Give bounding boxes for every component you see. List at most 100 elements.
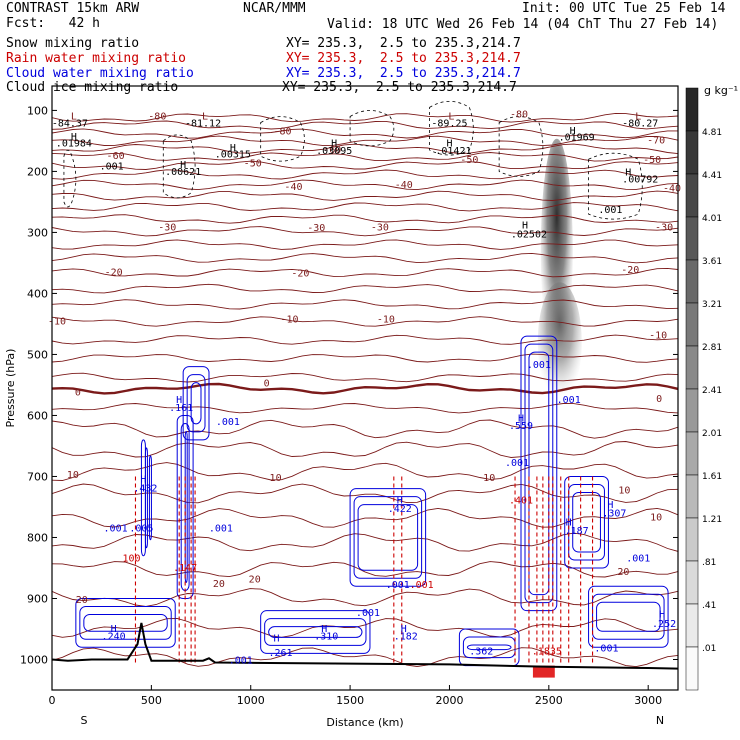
extremum-label: .001 (557, 395, 581, 406)
temperature-contour-label: -10 (649, 330, 667, 341)
temperature-contour (52, 252, 678, 264)
colorbar-swatch (685, 603, 699, 648)
temperature-contour-label: 20 (249, 574, 261, 585)
temperature-contour (52, 507, 678, 528)
cloud-water-contour (148, 455, 152, 541)
temperature-contour (52, 267, 678, 278)
cloud-water-contour (520, 335, 558, 612)
temperature-contour-label: -60 (323, 145, 341, 156)
colorbar-swatch (685, 216, 699, 261)
temperature-contour-label: 20 (213, 579, 225, 590)
x-tick-label: 3000 (634, 694, 662, 707)
colorbar-swatch (685, 130, 699, 175)
snow-contour (349, 110, 395, 147)
field-xy-cloud-water: XY= 235.3, 2.5 to 235.3,214.7 (286, 66, 521, 81)
x-tick-label: 2000 (435, 694, 463, 707)
extremum-label: .00315 (215, 150, 251, 161)
colorbar-tick-label: 1.61 (702, 472, 722, 482)
extremum-label: .01984 (56, 139, 92, 150)
direction-right-label: N (656, 714, 664, 727)
extremum-label: .001 (598, 205, 622, 216)
cloud-water-contour (79, 605, 172, 640)
colorbar-tick-label: 2.01 (702, 429, 722, 439)
temperature-contour-label: 10 (67, 470, 79, 481)
extremum-label: -81.12 (185, 119, 221, 130)
colorbar-tick-label: .81 (702, 558, 716, 568)
colorbar-tick-label: 4.41 (702, 171, 722, 181)
extremum-label: L (71, 111, 77, 122)
temperature-contour-label: -50 (460, 155, 478, 166)
temperature-contour (52, 532, 678, 552)
temperature-contour (52, 190, 678, 201)
y-tick-label: 500 (27, 348, 48, 361)
temperature-contour (52, 299, 678, 310)
cloud-water-contour (349, 488, 427, 587)
field-xy-cloud-ice: XY= 235.3, 2.5 to 235.3,214.7 (282, 80, 517, 95)
extremum-label: H (397, 496, 403, 507)
extremum-label: .001 (410, 580, 434, 591)
temperature-contour-label: -30 (307, 223, 325, 234)
extremum-label: H (331, 139, 337, 150)
extremum-label: 100 (122, 554, 140, 565)
x-tick-label: 1500 (336, 694, 364, 707)
cloud-water-contour (83, 613, 168, 632)
extremum-label: .001 (505, 458, 529, 469)
cloud-water-contour (524, 343, 554, 604)
temperature-contour (52, 403, 678, 414)
extremum-label: H (111, 624, 117, 635)
temperature-contour (52, 561, 678, 578)
extremum-label: .187 (565, 526, 589, 537)
temperature-contour (52, 120, 678, 130)
colorbar-swatch (685, 302, 699, 347)
field-xy-snow: XY= 235.3, 2.5 to 235.3,214.7 (286, 36, 521, 51)
x-tick-label: 500 (141, 694, 162, 707)
temperature-contour-label: -10 (280, 314, 298, 325)
temperature-contour (52, 483, 678, 504)
colorbar-tick-label: 1.21 (702, 515, 722, 525)
x-tick-label: 1000 (237, 694, 265, 707)
y-tick-label: 100 (27, 104, 48, 117)
temperature-contour (52, 128, 678, 139)
field-name-cloud-ice: Cloud ice mixing ratio (6, 80, 179, 95)
extremum-label: .001 (104, 524, 128, 535)
extremum-label: .02502 (511, 230, 547, 241)
y-tick-label: 1000 (20, 653, 48, 666)
cloud-water-contour (75, 597, 176, 648)
colorbar-swatch (685, 646, 699, 691)
temperature-contour (52, 372, 678, 383)
temperature-contour (52, 618, 678, 638)
temperature-contour-label: -30 (158, 222, 176, 233)
temperature-contour-label: -50 (643, 155, 661, 166)
temperature-contour-label: -30 (371, 222, 389, 233)
temperature-contour (52, 239, 678, 250)
extremum-label: H (570, 126, 576, 137)
extremum-label: H (522, 220, 528, 231)
snow-contour (588, 152, 643, 220)
temperature-contour-label: 10 (270, 473, 282, 484)
temperature-contour (52, 152, 678, 162)
colorbar-tick-label: 4.01 (702, 214, 722, 224)
snow-contour (429, 100, 474, 156)
temperature-contour (52, 462, 678, 481)
temperature-contour-label: 20 (76, 595, 88, 606)
temperature-contour-label: -40 (284, 182, 302, 193)
extremum-label: H (180, 160, 186, 171)
field-name-cloud-water: Cloud water mixing ratio (6, 66, 194, 81)
temperature-contour-label: -20 (105, 267, 123, 278)
extremum-label: -84.37 (52, 119, 88, 130)
temperature-contour-label: -60 (107, 151, 125, 162)
temperature-contour-label: -80 (148, 111, 166, 122)
temperature-contour (52, 588, 678, 607)
extremum-label: .005 (129, 524, 153, 535)
y-tick-label: 700 (27, 470, 48, 483)
cloud-water-contour (596, 601, 661, 632)
extremum-label: -89.25 (431, 119, 467, 130)
field-name-snow: Snow mixing ratio (6, 36, 140, 51)
cloud-water-contour (144, 447, 148, 549)
cloud-water-contour (182, 366, 210, 441)
temperature-contour-label: -10 (377, 314, 395, 325)
extremum-label: H (607, 500, 613, 511)
extremum-label: H (625, 167, 631, 178)
extremum-label: .559 (509, 421, 533, 432)
colorbar-tick-label: .41 (702, 601, 716, 611)
